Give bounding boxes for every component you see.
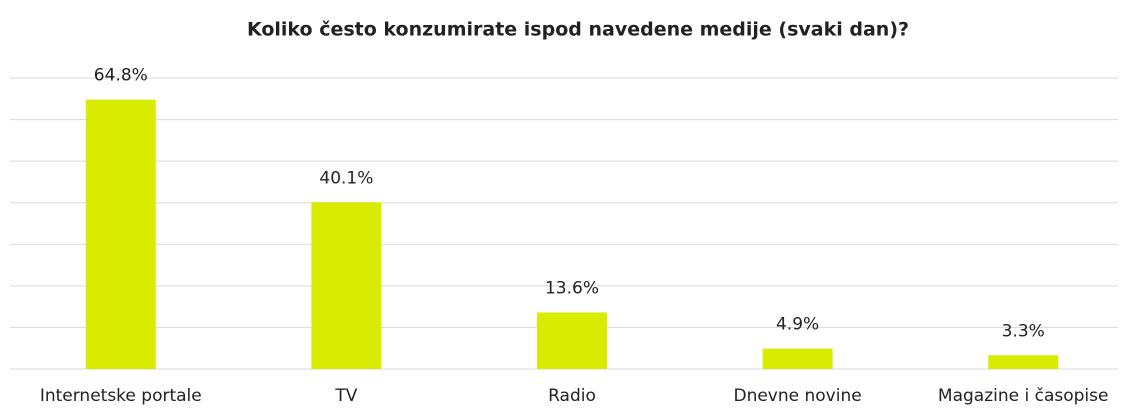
data-label: 64.8% [94,66,148,86]
bar [311,202,382,369]
bar [988,355,1059,369]
bar [762,348,833,369]
chart-title: Koliko često konzumirate ispod navedene … [247,19,909,41]
bar [85,99,156,370]
x-tick-label: Magazine i časopise [938,386,1109,406]
x-tick-label: Internetske portale [40,386,202,406]
data-label: 3.3% [1002,321,1045,341]
x-tick-label: Radio [548,386,596,406]
data-label: 40.1% [319,168,373,188]
data-label: 13.6% [545,278,599,298]
x-tick-label: TV [334,386,357,406]
bar [537,312,607,369]
x-tick-label: Dnevne novine [733,386,861,406]
data-label: 4.9% [776,315,819,335]
